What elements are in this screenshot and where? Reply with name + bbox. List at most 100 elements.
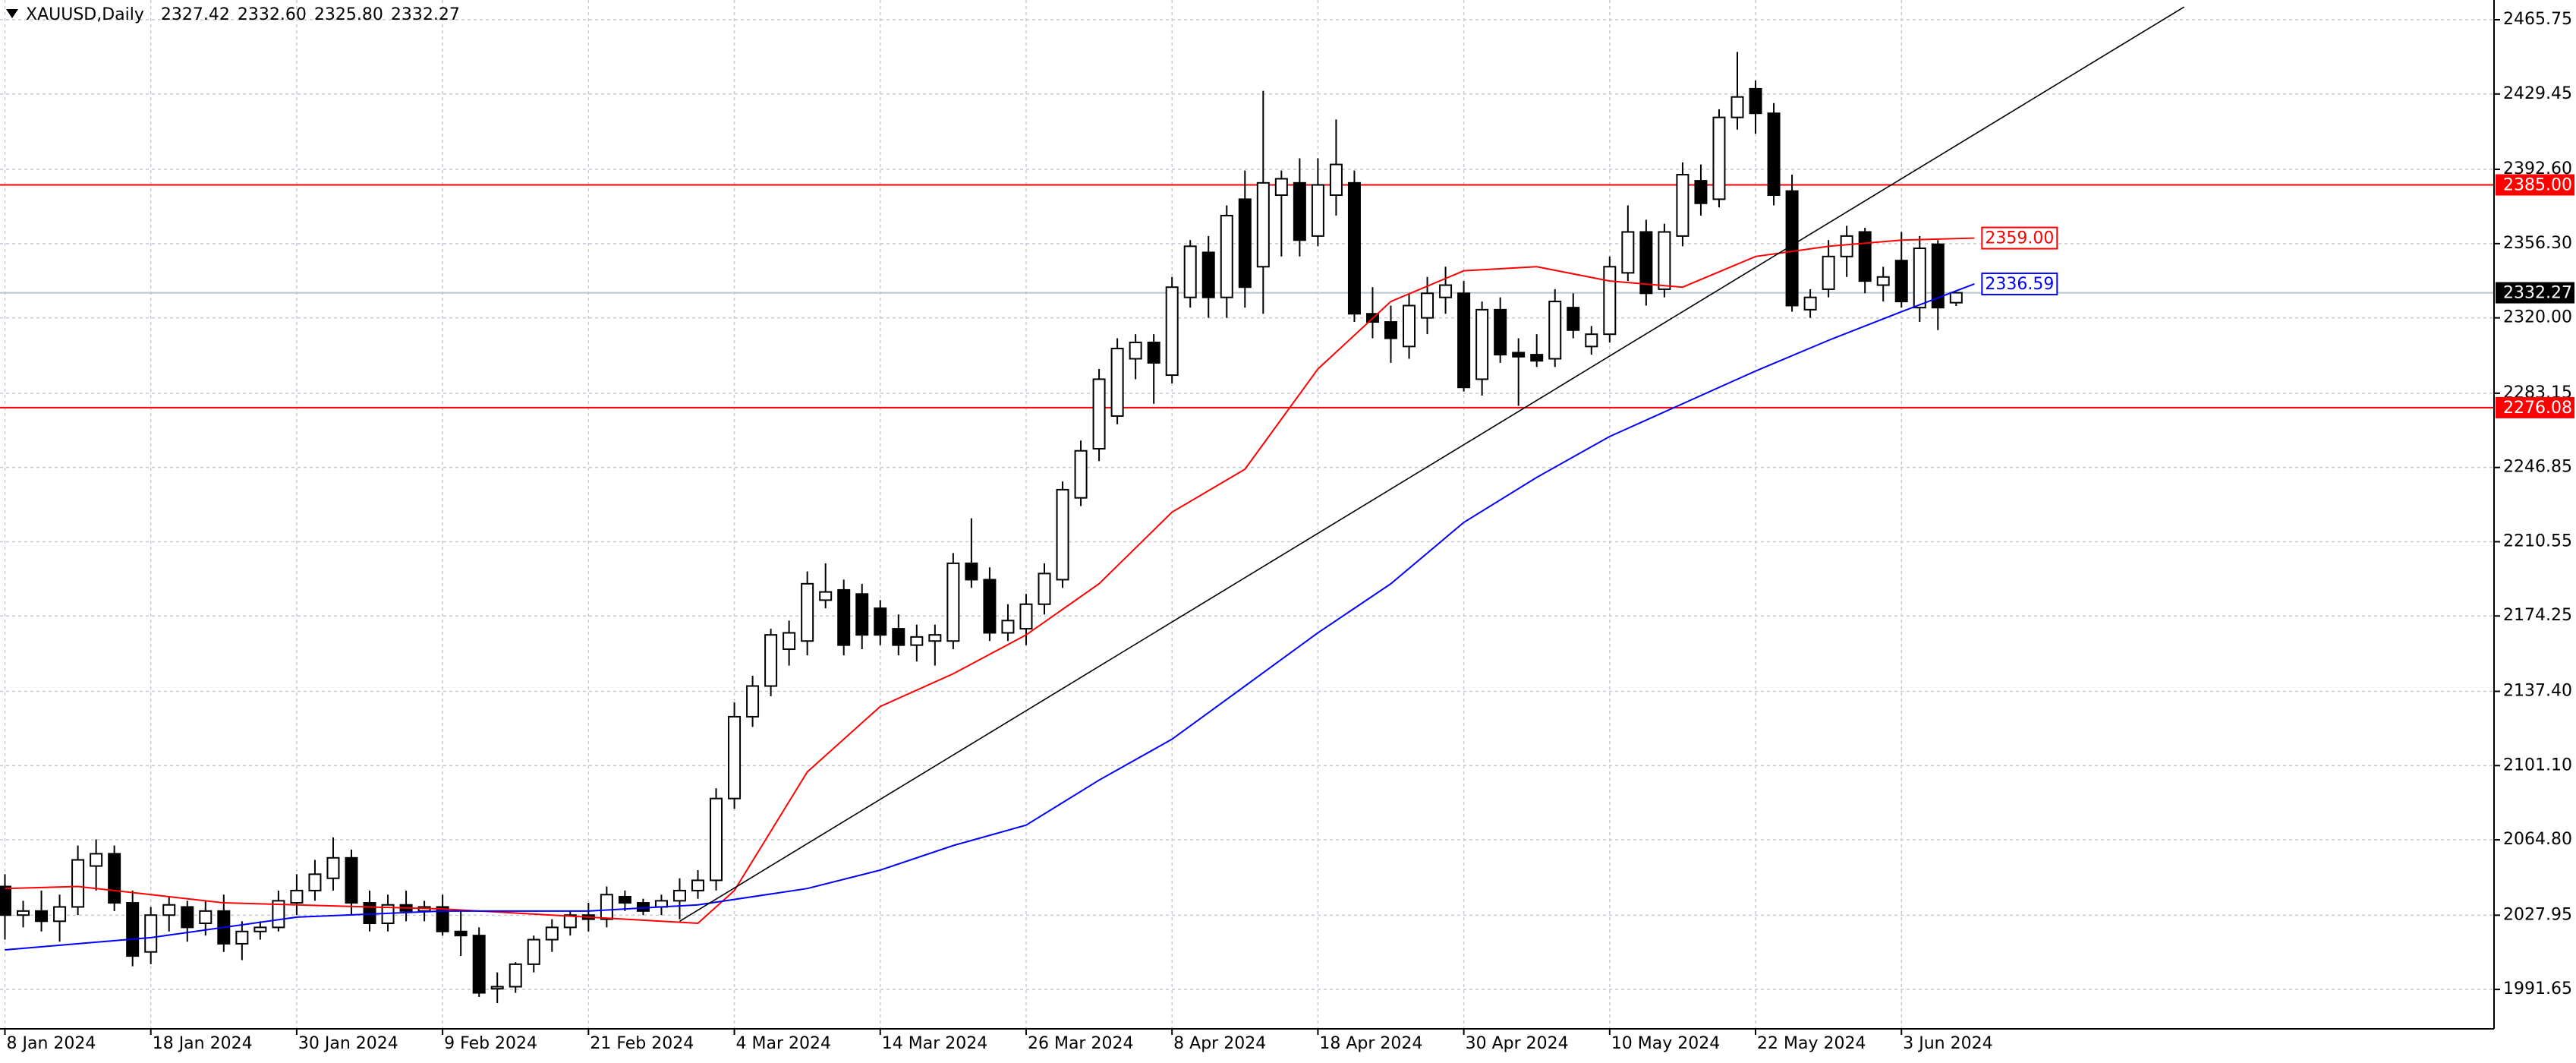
ma-label-box — [1981, 226, 2058, 250]
candle-body — [1749, 87, 1762, 115]
candle-body — [436, 906, 449, 932]
candle-body — [928, 634, 942, 642]
candle-body — [1293, 181, 1306, 241]
x-tick-label: 18 Apr 2024 — [1319, 1034, 1422, 1053]
candle-body — [1658, 231, 1671, 290]
candle-body — [509, 963, 522, 988]
candle-body — [1767, 112, 1781, 196]
trend-line — [679, 6, 2185, 922]
symbol: XAUUSD,Daily — [26, 5, 144, 24]
candle-body — [1931, 243, 1945, 309]
candle-body — [162, 904, 176, 916]
x-tick-label: 30 Apr 2024 — [1466, 1034, 1569, 1053]
y-tick-label: 2356.30 — [2503, 234, 2572, 253]
candle-body — [1038, 573, 1051, 605]
candle-body — [1092, 378, 1106, 450]
candle-body — [1876, 276, 1890, 286]
ohlc-value: 2327.42 — [161, 5, 230, 24]
candle-body — [691, 879, 704, 891]
y-tick-label: 2210.55 — [2503, 532, 2572, 550]
candle-body — [783, 632, 796, 651]
price-box-label: 2276.08 — [2503, 399, 2572, 418]
candle-body — [1585, 333, 1598, 348]
candle-body — [946, 562, 960, 642]
ohlc-value: 2325.80 — [314, 5, 383, 24]
candle-body — [892, 628, 905, 646]
header: XAUUSD,Daily 2327.42 2332.60 2325.80 2332.27 — [26, 5, 460, 24]
moving-average — [5, 282, 1975, 951]
candle-body — [199, 910, 213, 924]
candle-body — [1548, 301, 1562, 360]
candle-body — [801, 582, 814, 642]
y-tick-label: 2064.80 — [2503, 830, 2572, 849]
candle-body — [1110, 348, 1124, 417]
candle-body — [254, 926, 267, 932]
x-tick-label: 21 Feb 2024 — [590, 1034, 694, 1053]
candle-body — [1676, 174, 1690, 237]
menu-arrow — [6, 9, 18, 18]
candle-body — [454, 930, 468, 937]
candle-body — [1329, 163, 1343, 196]
candle-body — [1274, 178, 1288, 196]
candle-body — [1512, 352, 1526, 358]
candle-body — [326, 856, 340, 879]
candle-body — [1475, 308, 1489, 380]
grid — [0, 0, 2494, 1029]
candle-body — [1567, 307, 1580, 331]
candle-body — [1129, 341, 1142, 360]
candle-body — [1019, 603, 1033, 630]
y-tick-label: 2027.95 — [2503, 905, 2572, 924]
candle-body — [1621, 231, 1635, 274]
y-tick-label: 2101.10 — [2503, 755, 2572, 774]
price-box — [2496, 174, 2574, 196]
candle-body — [874, 607, 887, 636]
ohlc-value: 2332.27 — [391, 5, 460, 24]
candle-body — [1494, 308, 1507, 356]
candle-body — [1603, 266, 1617, 336]
candle-body — [490, 986, 504, 990]
candle-body — [1730, 96, 1744, 118]
candle-body — [0, 885, 11, 916]
x-tick-label: 22 May 2024 — [1757, 1034, 1866, 1053]
y-tick-label: 2174.25 — [2503, 606, 2572, 625]
x-tick-label: 8 Apr 2024 — [1173, 1034, 1266, 1053]
candle-body — [563, 914, 577, 929]
moving-average — [5, 237, 1975, 925]
candle-body — [1894, 260, 1908, 303]
x-tick-label: 9 Feb 2024 — [444, 1034, 537, 1053]
candle-body — [527, 938, 540, 965]
candle-body — [1311, 184, 1324, 237]
candle-body — [1201, 251, 1215, 298]
candle-body — [1256, 181, 1270, 268]
candle-body — [290, 889, 304, 904]
plot-area — [0, 6, 2494, 1004]
candle-body — [1384, 321, 1398, 339]
ma-label-box — [1981, 272, 2058, 295]
candle-body — [144, 914, 158, 953]
candle-body — [1238, 198, 1252, 289]
candle-body — [1694, 180, 1708, 204]
x-tick-label: 30 Jan 2024 — [298, 1034, 398, 1053]
candle-body — [345, 856, 358, 904]
x-tick-label: 10 May 2024 — [1611, 1034, 1720, 1053]
candle-body — [17, 910, 30, 916]
candle-body — [1403, 304, 1416, 348]
x-tick-label: 18 Jan 2024 — [153, 1034, 253, 1053]
y-tick-label: 2246.85 — [2503, 458, 2572, 477]
candle-body — [618, 895, 631, 904]
x-tick-label: 8 Jan 2024 — [6, 1034, 96, 1053]
candle-body — [983, 579, 997, 634]
candle-body — [126, 902, 140, 957]
candle-body — [965, 562, 978, 581]
y-tick-label: 2465.75 — [2503, 10, 2572, 29]
candle-body — [1165, 286, 1179, 377]
candle-body — [746, 685, 760, 718]
candle-body — [53, 906, 67, 923]
y-tick-label: 2137.40 — [2503, 682, 2572, 701]
y-tick-label: 2429.45 — [2503, 84, 2572, 103]
candle-body — [1822, 255, 1835, 290]
price-box-label: 2385.00 — [2503, 176, 2572, 195]
candle-body — [1220, 214, 1233, 298]
